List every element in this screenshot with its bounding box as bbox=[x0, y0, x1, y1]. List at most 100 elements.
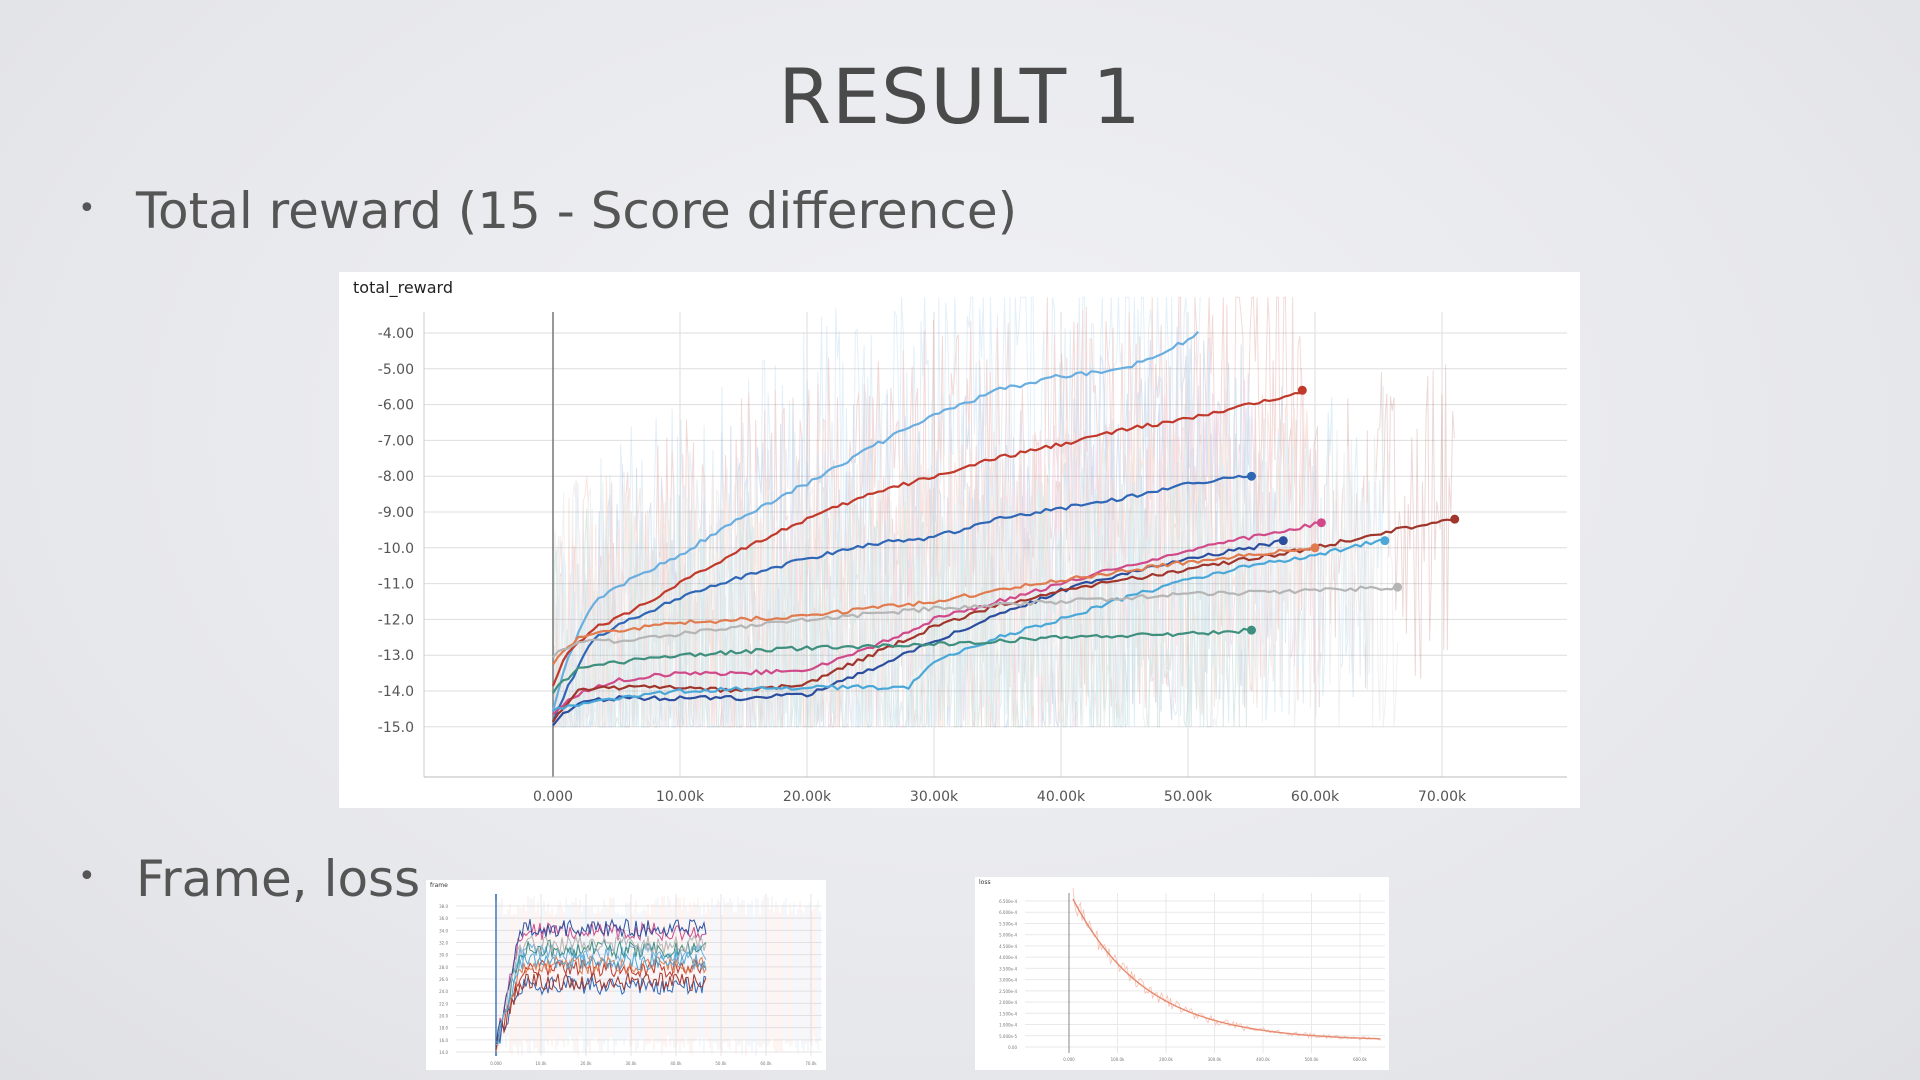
frame-x-tick: 10.0k bbox=[535, 1061, 547, 1066]
y-tick-label: -12.0 bbox=[378, 612, 414, 628]
series-end-marker bbox=[1297, 385, 1307, 395]
loss-y-tick: 2.000e-4 bbox=[999, 1000, 1017, 1005]
frame-x-tick: 0.000 bbox=[490, 1061, 502, 1066]
loss-chart: loss 6.500e-4 6.000e-4 5.500e-4 5.000e-4 4.50… bbox=[975, 877, 1389, 1070]
loss-raw-line bbox=[1072, 888, 1381, 1041]
y-tick-label: -13.0 bbox=[378, 648, 414, 664]
frame-x-tick: 30.0k bbox=[625, 1061, 637, 1066]
frame-series-line bbox=[495, 918, 707, 1047]
bullet-text: Total reward (15 - Score difference) bbox=[136, 182, 1018, 240]
loss-y-tick: 6.000e-4 bbox=[999, 910, 1017, 915]
series-line bbox=[551, 330, 1199, 712]
frame-x-tick: 40.0k bbox=[670, 1061, 682, 1066]
x-tick-label: 50.00k bbox=[1164, 789, 1213, 805]
y-tick-label: -9.00 bbox=[378, 505, 414, 521]
loss-chart-title: loss bbox=[979, 879, 991, 886]
y-tick-label: -14.0 bbox=[378, 684, 414, 700]
series-end-marker bbox=[1247, 625, 1256, 635]
series-end-marker bbox=[1380, 536, 1390, 546]
frame-y-tick: 22.0 bbox=[439, 1001, 448, 1006]
chart-title: total_reward bbox=[353, 278, 453, 298]
series-end-marker bbox=[1393, 582, 1403, 592]
raw-series-noise bbox=[553, 364, 1455, 728]
frame-series-line bbox=[495, 975, 707, 1044]
slide-title: RESULT 1 bbox=[778, 52, 1142, 141]
series-end-marker bbox=[1278, 536, 1288, 546]
loss-smooth-line bbox=[1072, 898, 1381, 1040]
loss-y-tick: 3.000e-4 bbox=[999, 978, 1017, 983]
bullet-dot: • bbox=[78, 191, 96, 226]
frame-y-tick: 36.0 bbox=[439, 916, 448, 921]
y-tick-label: -11.0 bbox=[378, 577, 414, 593]
loss-y-tick: 0.00 bbox=[1008, 1045, 1017, 1050]
frame-y-tick: 24.0 bbox=[439, 989, 448, 994]
loss-x-tick: 600.0k bbox=[1353, 1057, 1367, 1062]
frame-y-tick: 30.0 bbox=[439, 953, 448, 958]
series-line bbox=[552, 585, 1397, 659]
series-line bbox=[552, 521, 1321, 716]
loss-x-tick: 400.0k bbox=[1256, 1057, 1270, 1062]
frame-y-tick: 16.0 bbox=[439, 1038, 448, 1043]
frame-x-tick: 60.0k bbox=[760, 1061, 772, 1066]
bullet-frame-loss: • Frame, loss bbox=[78, 850, 420, 908]
x-tick-label: 10.00k bbox=[656, 789, 705, 805]
series-line bbox=[551, 474, 1250, 723]
frame-x-tick: 20.0k bbox=[580, 1061, 592, 1066]
frame-y-tick: 28.0 bbox=[439, 965, 448, 970]
frame-series-line bbox=[495, 938, 707, 1043]
loss-y-tick: 5.000e-5 bbox=[999, 1034, 1017, 1039]
loss-y-tick: 5.000e-4 bbox=[999, 933, 1017, 938]
x-tick-label: 60.00k bbox=[1291, 789, 1340, 805]
raw-series-noise bbox=[552, 395, 1315, 729]
frame-y-tick: 14.0 bbox=[439, 1050, 448, 1055]
series-line bbox=[551, 392, 1300, 687]
x-tick-label: 40.00k bbox=[1037, 789, 1086, 805]
loss-x-tick: 300.0k bbox=[1208, 1057, 1222, 1062]
loss-x-tick: 100.0k bbox=[1111, 1057, 1125, 1062]
total-reward-svg: total_reward -4.00 -5.00 -6.00 -7.00 -8.00 -9.… bbox=[353, 278, 1567, 805]
series-end-marker bbox=[1316, 518, 1326, 528]
bullet-dot: • bbox=[78, 859, 96, 894]
raw-series-noise bbox=[552, 386, 1384, 728]
x-tick-label: 0.000 bbox=[533, 789, 573, 805]
y-tick-label: -4.00 bbox=[378, 326, 414, 342]
loss-y-tick: 1.500e-4 bbox=[999, 1011, 1017, 1016]
series-end-marker bbox=[1310, 543, 1320, 553]
raw-series-noise bbox=[552, 368, 1322, 729]
loss-y-tick: 3.500e-4 bbox=[999, 966, 1017, 971]
loss-y-tick: 2.500e-4 bbox=[999, 989, 1017, 994]
total-reward-chart: total_reward -4.00 -5.00 -6.00 -7.00 -8.00 -9.… bbox=[339, 272, 1580, 808]
loss-y-tick: 1.000e-4 bbox=[999, 1023, 1017, 1028]
frame-series-line bbox=[495, 958, 707, 1046]
x-tick-label: 70.00k bbox=[1418, 789, 1467, 805]
series-end-marker bbox=[1450, 514, 1460, 524]
bullet-total-reward: • Total reward (15 - Score difference) bbox=[78, 182, 1017, 240]
loss-x-tick: 500.0k bbox=[1305, 1057, 1319, 1062]
frame-x-tick: 50.0k bbox=[715, 1061, 727, 1066]
loss-x-tick: 0.000 bbox=[1063, 1057, 1075, 1062]
frame-y-tick: 38.0 bbox=[439, 904, 448, 909]
frame-x-tick: 70.0k bbox=[805, 1061, 817, 1066]
frame-series-line bbox=[495, 934, 707, 1047]
loss-x-tick: 200.0k bbox=[1159, 1057, 1173, 1062]
bullet-text: Frame, loss bbox=[136, 850, 421, 908]
raw-series-noise bbox=[552, 296, 1302, 728]
frame-series-line bbox=[495, 921, 707, 1045]
loss-y-tick: 6.500e-4 bbox=[999, 899, 1017, 904]
loss-y-tick: 5.500e-4 bbox=[999, 921, 1017, 926]
raw-series-noise bbox=[552, 326, 1251, 728]
y-tick-label: -10.0 bbox=[378, 541, 414, 557]
frame-y-tick: 34.0 bbox=[439, 928, 448, 933]
y-tick-label: -8.00 bbox=[378, 469, 414, 485]
frame-series-line bbox=[495, 971, 707, 1050]
frame-chart: frame 38.0 36.0 34.0 32.0 30.0 28.0 26.0 24.0 22.… bbox=[426, 880, 826, 1070]
frame-y-tick: 26.0 bbox=[439, 977, 448, 982]
loss-svg: loss 6.500e-4 6.000e-4 5.500e-4 5.000e-4 4.50… bbox=[979, 879, 1385, 1062]
y-tick-label: -5.00 bbox=[378, 362, 414, 378]
x-tick-label: 30.00k bbox=[910, 789, 959, 805]
frame-y-tick: 32.0 bbox=[439, 941, 448, 946]
series-line bbox=[552, 538, 1382, 712]
frame-series-line bbox=[495, 951, 707, 1045]
frame-y-tick: 20.0 bbox=[439, 1014, 448, 1019]
frame-chart-title: frame bbox=[430, 882, 448, 889]
